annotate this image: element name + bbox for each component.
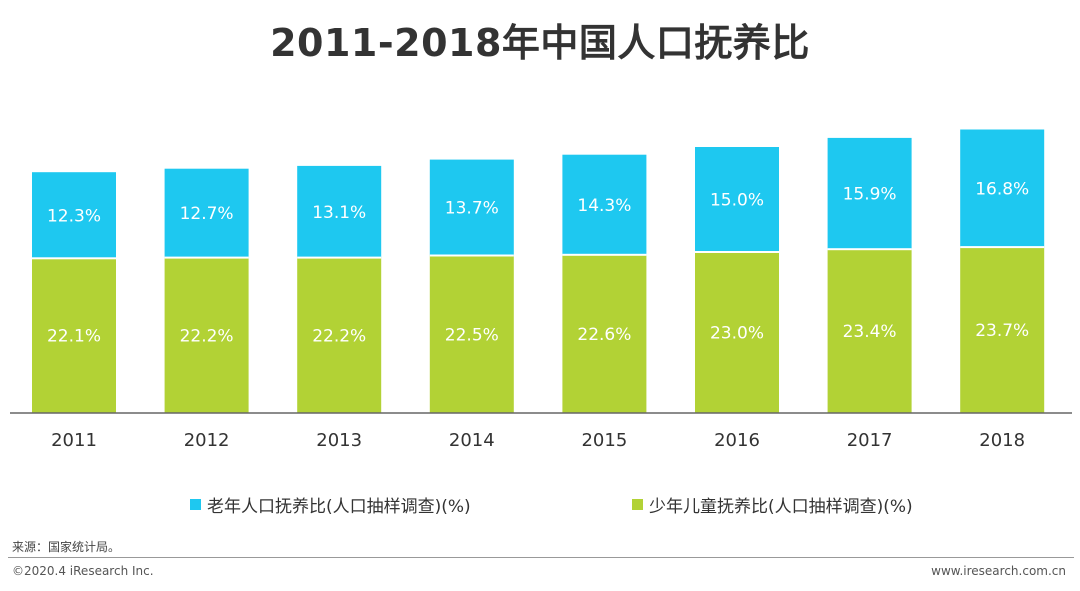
data-label-youth-2017: 23.4%	[843, 322, 897, 342]
segment-gap-2014	[429, 254, 514, 257]
bar-old-age-2014	[429, 159, 514, 256]
bar-old-age-2011	[32, 172, 116, 259]
bar-old-age-2012	[164, 168, 249, 258]
page-title: 2011-2018年中国人口抚养比	[270, 21, 810, 65]
data-label-old-age-2011: 12.3%	[47, 206, 101, 226]
segment-gap-2013	[297, 256, 382, 259]
data-label-youth-2011: 22.1%	[47, 327, 101, 347]
data-label-old-age-2016: 15.0%	[710, 191, 764, 211]
bar-old-age-2013	[297, 165, 382, 258]
x-tick-2016: 2016	[714, 430, 760, 451]
segment-gap-2018	[960, 246, 1045, 249]
x-tick-2011: 2011	[51, 430, 97, 451]
bar-old-age-2018	[960, 129, 1045, 248]
data-label-youth-2016: 23.0%	[710, 324, 764, 344]
legend-swatch-youth	[632, 499, 643, 510]
stacked-bar-chart: 22.1% 12.3% 22.2% 12.7% 22.2% 13.1% 22.5% 13.7%…	[10, 129, 1072, 451]
legend-label-youth: 少年儿童抚养比(人口抽样调查)(%)	[649, 497, 913, 517]
data-label-youth-2015: 22.6%	[577, 325, 631, 345]
bar-youth-2012	[164, 257, 249, 413]
segment-gap-2015	[562, 253, 647, 256]
data-label-youth-2013: 22.2%	[312, 326, 366, 346]
data-label-old-age-2018: 16.8%	[975, 179, 1029, 199]
legend-swatch-old-age	[190, 499, 201, 510]
data-label-youth-2012: 22.2%	[180, 326, 234, 346]
bar-youth-2015	[562, 254, 647, 413]
data-label-old-age-2013: 13.1%	[312, 203, 366, 223]
segment-gap-2012	[164, 256, 249, 259]
x-tick-2018: 2018	[979, 430, 1025, 451]
bar-old-age-2015	[562, 154, 647, 255]
data-label-youth-2018: 23.7%	[975, 321, 1029, 341]
footer-divider	[8, 557, 1074, 558]
bar-old-age-2016	[695, 147, 779, 252]
x-tick-2013: 2013	[316, 430, 362, 451]
data-label-youth-2014: 22.5%	[445, 325, 499, 345]
bar-youth-2014	[429, 255, 514, 413]
bars-group: 22.1% 12.3% 22.2% 12.7% 22.2% 13.1% 22.5% 13.7%…	[32, 129, 1045, 413]
segment-gap-2016	[695, 251, 779, 253]
x-tick-labels: 2011 2012 2013 2014 2015 2016 2017 2018	[51, 430, 1025, 451]
x-tick-2017: 2017	[847, 430, 893, 451]
bar-youth-2013	[297, 257, 382, 413]
bar-youth-2011	[32, 258, 116, 413]
data-label-old-age-2017: 15.9%	[843, 185, 897, 205]
source-note: 来源：国家统计局。	[12, 540, 121, 554]
x-tick-2015: 2015	[581, 430, 627, 451]
website-link[interactable]: www.iresearch.com.cn	[931, 564, 1066, 578]
bar-youth-2018	[960, 247, 1045, 413]
segment-gap-2017	[827, 248, 912, 251]
data-label-old-age-2012: 12.7%	[180, 204, 234, 224]
data-label-old-age-2015: 14.3%	[577, 196, 631, 216]
bar-youth-2017	[827, 249, 912, 413]
x-tick-2014: 2014	[449, 430, 495, 451]
legend-label-old-age: 老年人口抚养比(人口抽样调查)(%)	[207, 497, 471, 517]
x-tick-2012: 2012	[184, 430, 230, 451]
copyright-text: ©2020.4 iResearch Inc.	[12, 564, 154, 578]
data-label-old-age-2014: 13.7%	[445, 199, 499, 219]
bar-youth-2016	[695, 252, 779, 413]
legend-item-youth: 少年儿童抚养比(人口抽样调查)(%)	[632, 492, 913, 517]
bar-old-age-2017	[827, 137, 912, 250]
legend-item-old-age: 老年人口抚养比(人口抽样调查)(%)	[190, 492, 471, 517]
segment-gap-2011	[32, 257, 116, 260]
